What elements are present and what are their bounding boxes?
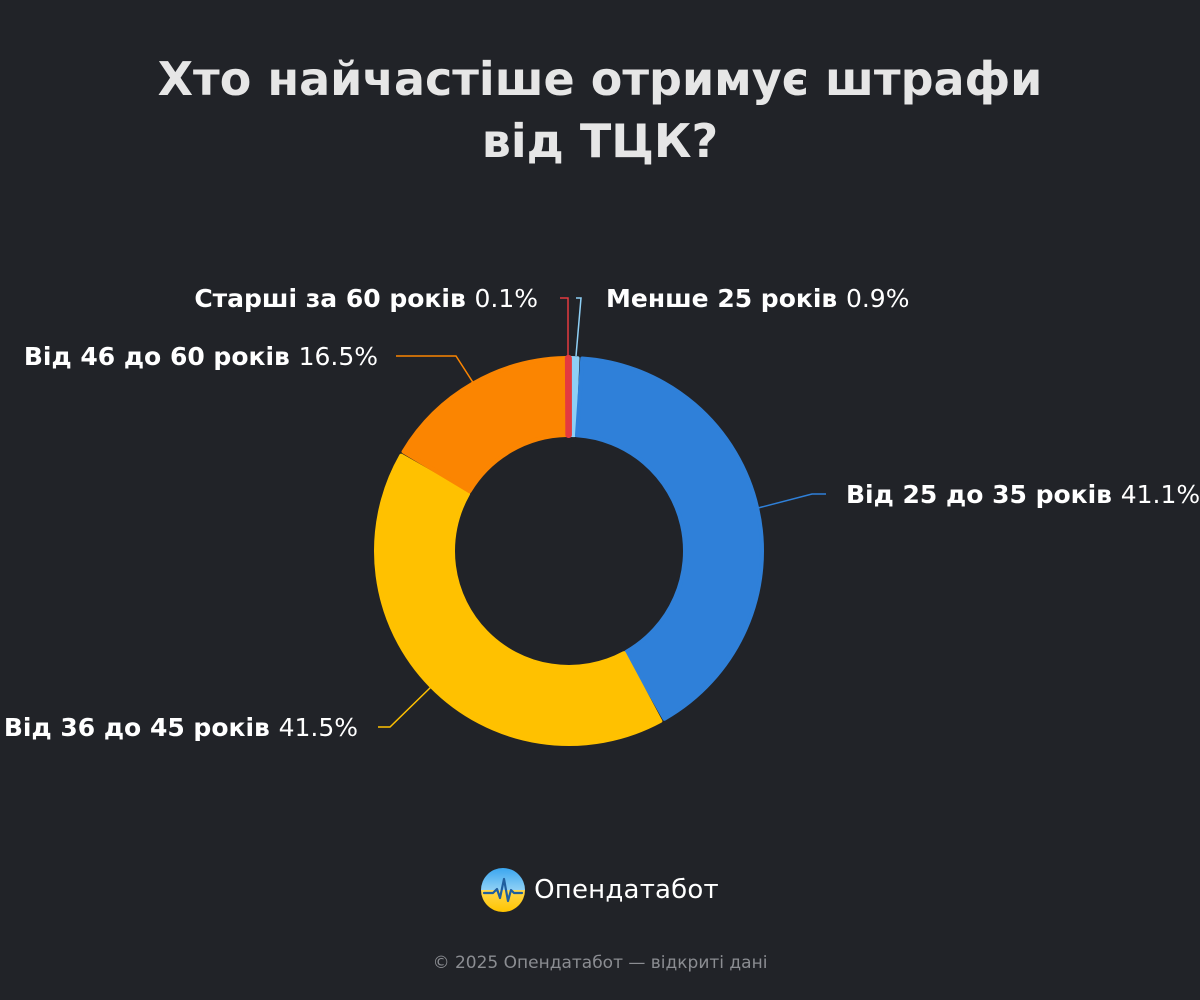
leader-line-3 [396, 355, 475, 385]
brand-name: Опендатабот [534, 875, 719, 905]
slice-label-value-2: 41.5% [279, 713, 358, 742]
slice-label-0: Менше 25 років 0.9% [606, 284, 909, 313]
donut-slice-4 [564, 355, 572, 439]
chart-title: Хто найчастіше отримує штрафи від ТЦК? [0, 48, 1200, 172]
slice-label-value-0: 0.9% [846, 284, 910, 313]
brand: Опендатабот [0, 868, 1200, 912]
donut-slice-1 [574, 356, 764, 721]
slice-label-name-0: Менше 25 років [606, 284, 846, 313]
chart-title-line1: Хто найчастіше отримує штрафи [157, 52, 1043, 106]
donut-slice-2 [374, 453, 663, 746]
leader-line-0 [575, 297, 582, 357]
slice-label-value-1: 41.1% [1121, 480, 1200, 509]
slice-label-value-3: 16.5% [299, 342, 378, 371]
slice-label-name-3: Від 46 до 60 років [24, 342, 299, 371]
leader-line-4 [560, 297, 569, 356]
slice-label-2: Від 36 до 45 років 41.5% [4, 713, 358, 742]
leader-line-2 [378, 685, 433, 728]
slice-label-4: Старші за 60 років 0.1% [194, 284, 538, 313]
slice-label-name-4: Старші за 60 років [194, 284, 474, 313]
leader-line-1 [757, 493, 826, 509]
copyright-footer: © 2025 Опендатабот — відкриті дані [432, 953, 768, 973]
opendatabot-logo-icon [481, 868, 526, 912]
slice-label-value-4: 0.1% [474, 284, 538, 313]
slice-label-name-2: Від 36 до 45 років [4, 713, 279, 742]
slice-label-3: Від 46 до 60 років 16.5% [24, 342, 378, 371]
slice-label-1: Від 25 до 35 років 41.1% [846, 480, 1200, 509]
chart-title-line2: від ТЦК? [481, 114, 719, 168]
slice-label-name-1: Від 25 до 35 років [846, 480, 1121, 509]
